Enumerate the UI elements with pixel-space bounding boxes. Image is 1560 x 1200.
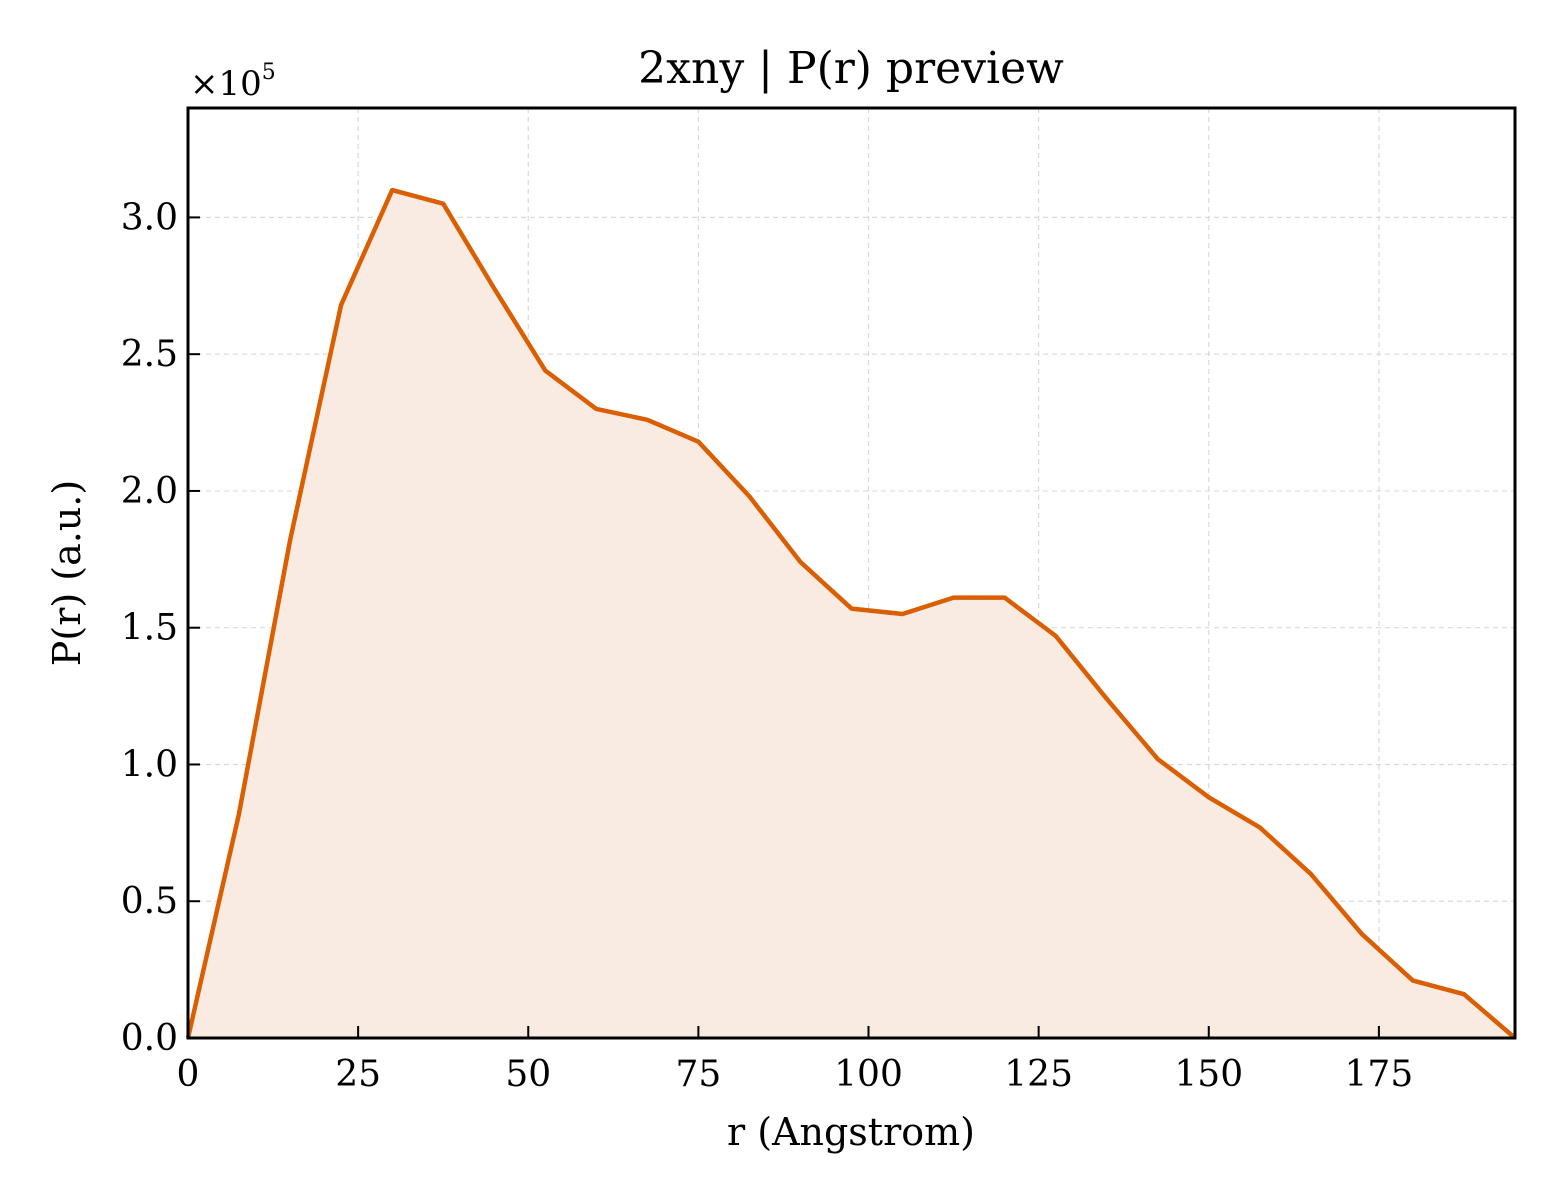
- x-axis-label: r (Angstrom): [727, 1110, 975, 1154]
- x-tick-label: 175: [1345, 1054, 1414, 1095]
- series-area-fill: [188, 190, 1515, 1039]
- x-tick-label: 0: [177, 1054, 200, 1095]
- x-tick-label: 25: [335, 1054, 381, 1095]
- x-tick-label: 50: [505, 1054, 551, 1095]
- y-axis-label: P(r) (a.u.): [45, 480, 89, 666]
- x-tick-label: 100: [834, 1054, 903, 1095]
- plot-frame: [186, 106, 1517, 1040]
- x-tick-label: 75: [675, 1054, 721, 1095]
- y-tick-label: 0.0: [121, 1018, 178, 1059]
- series-line: [185, 187, 1517, 1040]
- y-multiplier: ×105: [190, 60, 276, 104]
- x-tick-label: 125: [1004, 1054, 1073, 1095]
- y-tick-label: 1.0: [121, 744, 178, 785]
- y-tick-label: 1.5: [121, 608, 178, 649]
- y-tick-label: 2.0: [121, 471, 178, 512]
- y-multiplier-base: ×10: [190, 64, 262, 104]
- x-tick-label: 150: [1174, 1054, 1243, 1095]
- y-tick-label: 2.5: [121, 334, 178, 375]
- y-tick-label: 0.5: [121, 881, 178, 922]
- y-tick-label: 3.0: [121, 197, 178, 238]
- y-multiplier-exponent: 5: [262, 60, 276, 85]
- ticks: 0 25 50 75 100 125 150 175 0.0 0.5 1.0 1.5 2.0 2.5 3.0: [121, 197, 1414, 1095]
- chart-title: 2xny | P(r) preview: [638, 43, 1064, 94]
